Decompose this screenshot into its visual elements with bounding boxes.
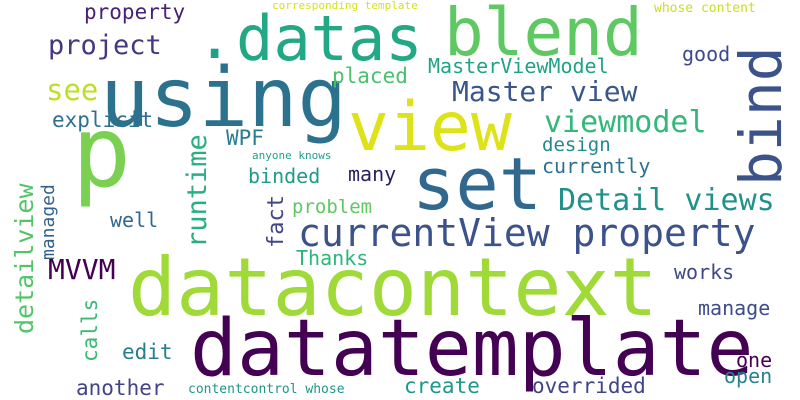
word-calls: calls (78, 298, 102, 362)
word-bind: bind (727, 46, 795, 186)
word-overrided: overrided (532, 374, 646, 398)
word-detailview: detailview (10, 183, 39, 334)
word-wpf: WPF (226, 126, 264, 150)
word-create: create (404, 374, 480, 398)
word-anyone-knows: anyone knows (252, 149, 332, 162)
word-currently: currently (542, 154, 651, 178)
word-property: property (84, 0, 186, 24)
word-open: open (724, 364, 773, 388)
word-another: another (76, 376, 165, 400)
word-detail-views: Detail views (558, 183, 775, 218)
word-using: using (100, 51, 347, 146)
word-viewmodel: viewmodel (544, 105, 707, 140)
word-works: works (674, 260, 735, 284)
word-manage: manage (698, 296, 771, 320)
word-placed: placed (332, 64, 408, 88)
word-view: view (348, 88, 512, 167)
word-good: good (682, 42, 731, 66)
word-explicit: explicit (52, 108, 154, 132)
word-problem: problem (292, 196, 373, 218)
word-managed: managed (38, 184, 59, 260)
word-design: design (542, 134, 611, 156)
word-fact: fact (264, 195, 289, 248)
word-one: one (736, 348, 773, 372)
word-thanks: Thanks (296, 246, 369, 270)
word-current-view-property: currentView property (298, 211, 756, 255)
word-runtime: runtime (182, 134, 213, 248)
word-whose-content: whose content (654, 1, 756, 16)
word-edit: edit (122, 340, 173, 364)
word-set: set (412, 142, 543, 226)
word-see: see (46, 73, 99, 107)
word-datacontext: datacontext (128, 241, 658, 334)
word-binded: binded (248, 164, 321, 188)
word-project: project (48, 30, 162, 61)
word-datatemplate: datatemplate (190, 304, 754, 394)
word-mvvm: MVVM (48, 253, 116, 286)
word-corresponding-template: corresponding template (272, 0, 418, 12)
word-dot: . (196, 0, 234, 73)
word-blend: blend (444, 0, 643, 71)
word-datas: datas (236, 2, 423, 75)
word-contentcontrol-whose: contentcontrol whose (188, 382, 345, 397)
word-p: p (72, 96, 132, 210)
word-many: many (348, 162, 397, 186)
word-well: well (110, 208, 159, 232)
word-master-view-model: MasterViewModel (428, 54, 609, 78)
word-master-view: Master view (452, 75, 638, 108)
